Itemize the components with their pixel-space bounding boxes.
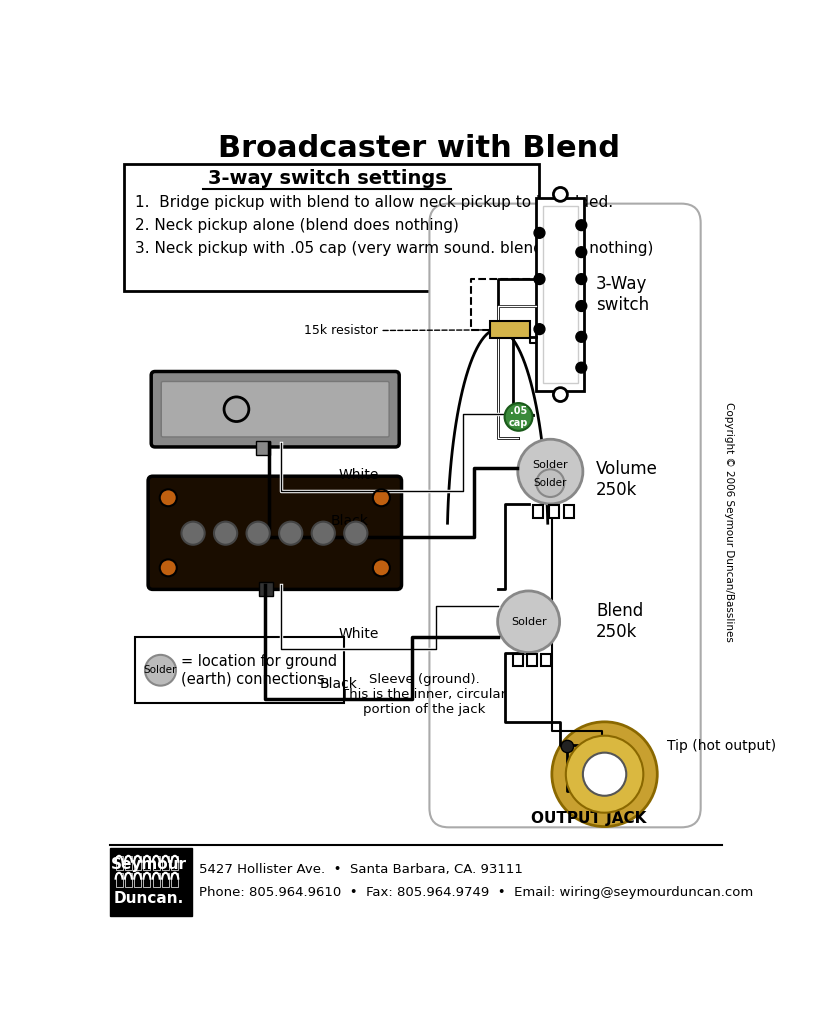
Circle shape <box>534 324 545 335</box>
Circle shape <box>247 522 269 545</box>
Text: Black: Black <box>319 678 357 691</box>
Circle shape <box>145 655 176 686</box>
Circle shape <box>534 274 545 285</box>
Text: Solder: Solder <box>532 460 568 470</box>
Text: Phone: 805.964.9610  •  Fax: 805.964.9749  •  Email: wiring@seymourduncan.com: Phone: 805.964.9610 • Fax: 805.964.9749 … <box>199 886 753 899</box>
Circle shape <box>160 489 177 507</box>
Circle shape <box>554 188 568 201</box>
Bar <box>527 654 537 666</box>
Circle shape <box>536 469 564 497</box>
Bar <box>514 654 523 666</box>
Circle shape <box>505 403 532 431</box>
FancyBboxPatch shape <box>256 440 269 455</box>
Circle shape <box>311 522 335 545</box>
Text: Solder: Solder <box>144 665 177 675</box>
Bar <box>115 856 123 869</box>
Bar <box>124 872 132 887</box>
Text: 3-Way
switch: 3-Way switch <box>596 276 649 314</box>
Circle shape <box>552 722 658 827</box>
Bar <box>171 872 179 887</box>
Bar <box>162 856 169 869</box>
Circle shape <box>554 387 568 402</box>
Text: Sleeve (ground).
This is the inner, circular
portion of the jack: Sleeve (ground). This is the inner, circ… <box>342 673 507 716</box>
Circle shape <box>518 439 583 503</box>
Circle shape <box>224 397 249 422</box>
FancyBboxPatch shape <box>536 198 585 391</box>
Text: Duncan.: Duncan. <box>114 891 184 906</box>
Text: .05
cap: .05 cap <box>509 406 528 428</box>
Circle shape <box>279 522 302 545</box>
Bar <box>533 506 543 518</box>
Text: Solder: Solder <box>534 479 567 488</box>
Circle shape <box>344 522 368 545</box>
Bar <box>171 856 179 869</box>
Circle shape <box>498 591 559 653</box>
Bar <box>564 506 574 518</box>
Bar <box>110 848 192 916</box>
Bar <box>115 872 123 887</box>
FancyBboxPatch shape <box>124 164 539 291</box>
Text: 2. Neck pickup alone (blend does nothing): 2. Neck pickup alone (blend does nothing… <box>135 218 459 233</box>
Text: 1.  Bridge pickup with blend to allow neck pickup to be added.: 1. Bridge pickup with blend to allow nec… <box>135 195 613 209</box>
Text: 3-way switch settings: 3-way switch settings <box>208 170 446 189</box>
FancyBboxPatch shape <box>152 372 399 447</box>
Circle shape <box>373 559 390 576</box>
FancyBboxPatch shape <box>161 381 389 437</box>
Circle shape <box>160 559 177 576</box>
FancyBboxPatch shape <box>259 582 273 597</box>
Bar <box>541 654 551 666</box>
Circle shape <box>576 332 586 342</box>
Text: 3. Neck pickup with .05 cap (very warm sound. blend does nothing): 3. Neck pickup with .05 cap (very warm s… <box>135 240 654 256</box>
Circle shape <box>182 522 205 545</box>
Circle shape <box>576 247 586 258</box>
Bar <box>134 856 141 869</box>
Text: Black: Black <box>331 514 369 527</box>
Bar <box>153 856 160 869</box>
Text: Copyright © 2006 Seymour Duncan/Basslines: Copyright © 2006 Seymour Duncan/Bassline… <box>723 402 734 641</box>
Bar <box>549 506 559 518</box>
Bar <box>153 872 160 887</box>
Text: Seymour: Seymour <box>111 857 187 871</box>
Circle shape <box>373 489 390 507</box>
Circle shape <box>576 300 586 312</box>
Text: = location for ground
(earth) connections.: = location for ground (earth) connection… <box>182 654 337 687</box>
FancyBboxPatch shape <box>429 204 701 828</box>
Bar <box>162 872 169 887</box>
Circle shape <box>214 522 238 545</box>
Text: White: White <box>339 627 379 641</box>
Circle shape <box>561 741 573 752</box>
Bar <box>134 872 141 887</box>
Bar <box>143 856 151 869</box>
FancyBboxPatch shape <box>148 477 401 589</box>
Circle shape <box>583 752 627 796</box>
FancyBboxPatch shape <box>542 206 578 383</box>
Text: Broadcaster with Blend: Broadcaster with Blend <box>219 134 620 163</box>
Circle shape <box>566 736 644 812</box>
Circle shape <box>576 274 586 285</box>
Text: 15k resistor: 15k resistor <box>304 324 487 337</box>
Text: Tip (hot output): Tip (hot output) <box>667 740 776 753</box>
Text: Volume
250k: Volume 250k <box>596 460 658 498</box>
FancyBboxPatch shape <box>135 637 344 702</box>
Bar <box>490 321 530 339</box>
Bar <box>143 872 151 887</box>
Text: 5427 Hollister Ave.  •  Santa Barbara, CA. 93111: 5427 Hollister Ave. • Santa Barbara, CA.… <box>199 863 523 876</box>
Text: White: White <box>339 467 379 482</box>
Text: Blend
250k: Blend 250k <box>596 602 643 641</box>
Text: Solder: Solder <box>511 616 546 627</box>
Circle shape <box>576 220 586 231</box>
Circle shape <box>576 363 586 373</box>
Circle shape <box>534 228 545 238</box>
Bar <box>124 856 132 869</box>
Text: OUTPUT JACK: OUTPUT JACK <box>532 810 647 826</box>
